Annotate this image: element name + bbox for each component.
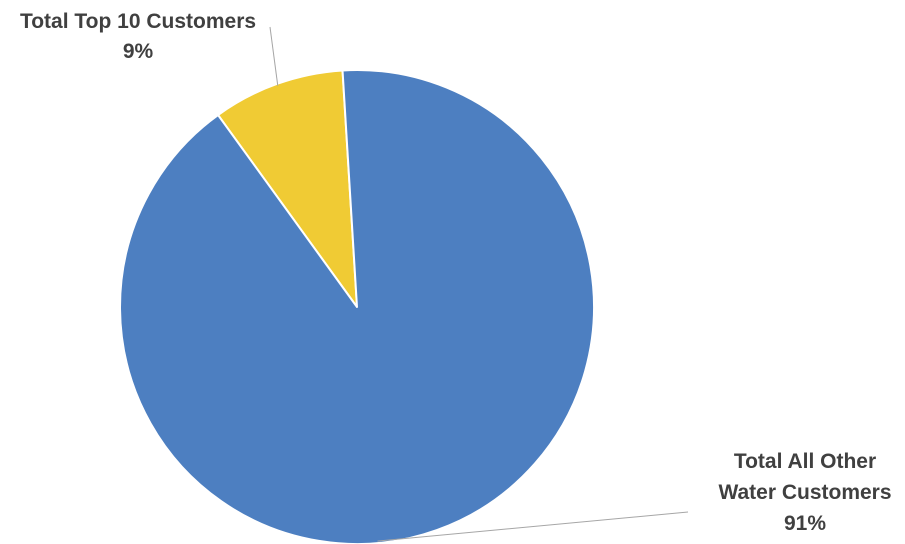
slice-label-all-other-line2: Water Customers <box>718 481 891 504</box>
pie-slice-all-other-customers <box>119 69 595 544</box>
slice-label-all-other-line1: Total All Other <box>734 450 876 473</box>
leader-lines <box>269 26 689 542</box>
slice-label-top-10-percent: 9% <box>123 40 154 63</box>
leader-line-pie-slice-top-10-customers <box>269 26 279 86</box>
leader-line-pie-slice-all-other-customers <box>377 511 689 542</box>
slice-label-top-10-customers: Total Top 10 Customers 9% <box>20 10 256 63</box>
slice-label-all-other-percent: 91% <box>784 512 826 535</box>
slice-label-top-10-name: Total Top 10 Customers <box>20 10 256 33</box>
slice-label-all-other-customers: Total All Other Water Customers 91% <box>718 450 891 535</box>
pie-slices <box>119 69 595 544</box>
